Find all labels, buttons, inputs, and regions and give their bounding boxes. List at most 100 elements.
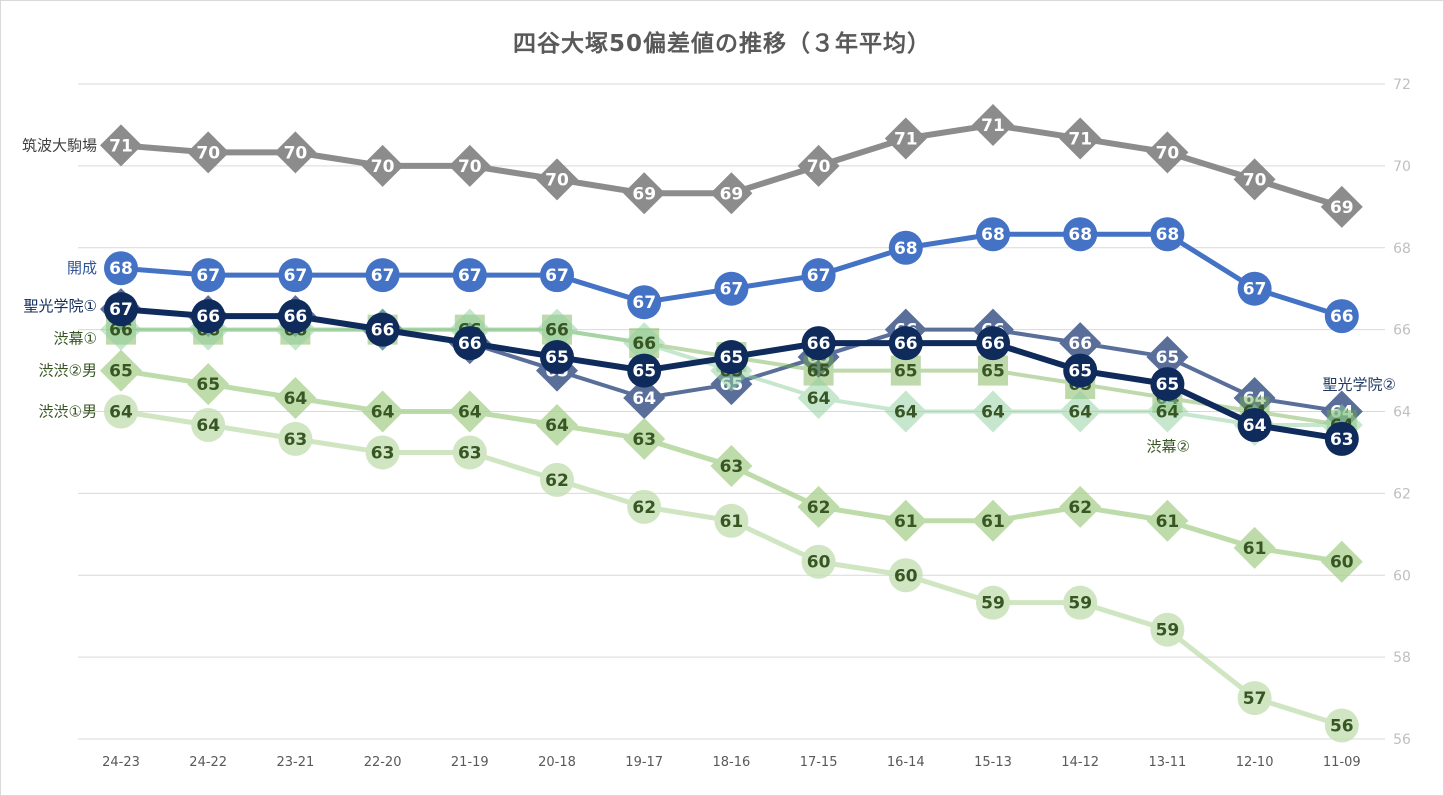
series-name-label: 渋渋①男 (39, 403, 97, 421)
data-label: 67 (109, 300, 133, 320)
data-label: 59 (981, 594, 1005, 614)
data-label: 67 (371, 266, 395, 286)
data-label: 70 (371, 157, 395, 177)
data-point (888, 558, 923, 593)
data-label: 57 (1243, 689, 1267, 709)
data-label: 65 (720, 348, 744, 368)
data-point (1059, 485, 1102, 528)
data-label: 63 (1330, 430, 1354, 450)
data-point (623, 417, 666, 460)
data-label: 62 (1068, 498, 1092, 518)
data-label: 65 (1068, 362, 1092, 382)
series-data-labels-渋渋①男: 64 64 63 63 63 62 62 61 60 60 59 59 59 57 56 (109, 403, 1353, 737)
data-point (1150, 612, 1185, 647)
data-point (191, 299, 226, 334)
data-label: 61 (1156, 512, 1180, 532)
data-label: 68 (894, 239, 918, 259)
data-label: 66 (196, 307, 220, 327)
data-point (191, 258, 226, 293)
data-point (1063, 217, 1098, 252)
data-label: 70 (1243, 170, 1267, 190)
data-label: 70 (1156, 143, 1180, 163)
data-label: 61 (720, 512, 744, 532)
data-point (1150, 217, 1185, 252)
data-label: 63 (632, 430, 656, 450)
data-point (1233, 158, 1276, 201)
data-point (797, 376, 840, 419)
data-point (627, 353, 662, 388)
data-point (714, 271, 749, 306)
data-label: 64 (545, 416, 569, 436)
data-point (278, 258, 313, 293)
data-label: 56 (1330, 716, 1354, 736)
data-label: 67 (196, 266, 220, 286)
data-label: 65 (632, 362, 656, 382)
data-label: 60 (807, 553, 831, 573)
data-point (274, 131, 317, 174)
data-point (187, 131, 230, 174)
data-point (972, 390, 1014, 433)
data-point (627, 285, 662, 320)
data-label: 65 (981, 362, 1005, 382)
series-開成 (104, 217, 1359, 334)
y-tick-label: 72 (1393, 77, 1411, 93)
data-label: 66 (545, 321, 569, 341)
data-label: 64 (1243, 389, 1267, 409)
data-label: 69 (632, 184, 656, 204)
data-point (714, 340, 749, 375)
data-point (801, 326, 836, 361)
data-point (797, 485, 840, 528)
data-point (540, 340, 574, 375)
data-point (1237, 408, 1272, 443)
data-point (714, 503, 749, 538)
data-label: 62 (807, 498, 831, 518)
data-point (1233, 376, 1276, 419)
x-tick-label: 20-18 (538, 755, 576, 770)
data-label: 66 (1330, 307, 1354, 327)
data-label: 69 (720, 184, 744, 204)
data-point (888, 326, 923, 361)
data-label: 62 (632, 498, 656, 518)
x-tick-label: 13-11 (1149, 755, 1187, 770)
data-label: 68 (109, 259, 133, 279)
data-point (278, 299, 313, 334)
data-label: 64 (371, 403, 395, 423)
data-point (448, 144, 491, 187)
data-point (365, 435, 400, 470)
data-label: 65 (109, 362, 133, 382)
data-point (536, 308, 578, 351)
series-渋渋①男 (104, 394, 1359, 743)
data-point (365, 312, 400, 347)
data-label: 66 (632, 334, 656, 354)
data-label: 63 (284, 430, 308, 450)
data-label: 67 (458, 266, 482, 286)
data-label: 64 (894, 403, 918, 423)
series-渋渋②男 (100, 349, 1363, 583)
data-label: 62 (545, 471, 569, 491)
data-label: 68 (1156, 225, 1180, 245)
data-point (361, 144, 404, 187)
series-data-labels-開成: 68 67 67 67 67 67 67 67 67 68 68 68 68 67 66 (109, 225, 1353, 327)
chart-title: 四谷大塚50偏差値の推移（３年平均） (512, 31, 931, 57)
data-label: 68 (981, 225, 1005, 245)
data-point (448, 390, 491, 433)
data-label: 64 (807, 389, 831, 409)
data-point (1237, 681, 1272, 716)
y-tick-label: 56 (1393, 732, 1411, 748)
series-data-labels-筑波大駒場: 71 70 70 70 70 70 69 69 70 71 71 71 70 70 69 (109, 116, 1353, 218)
data-point (972, 103, 1014, 146)
data-label: 64 (109, 403, 133, 423)
data-point (884, 390, 927, 433)
data-label: 70 (196, 143, 220, 163)
data-point (361, 390, 404, 433)
data-label: 65 (1156, 348, 1180, 368)
data-label: 64 (1068, 403, 1092, 423)
data-point (710, 444, 753, 487)
y-tick-label: 62 (1393, 486, 1411, 502)
data-point (1237, 271, 1272, 306)
data-point (540, 258, 574, 293)
data-point (365, 258, 400, 293)
data-label: 66 (894, 334, 918, 354)
data-label: 66 (284, 307, 308, 327)
